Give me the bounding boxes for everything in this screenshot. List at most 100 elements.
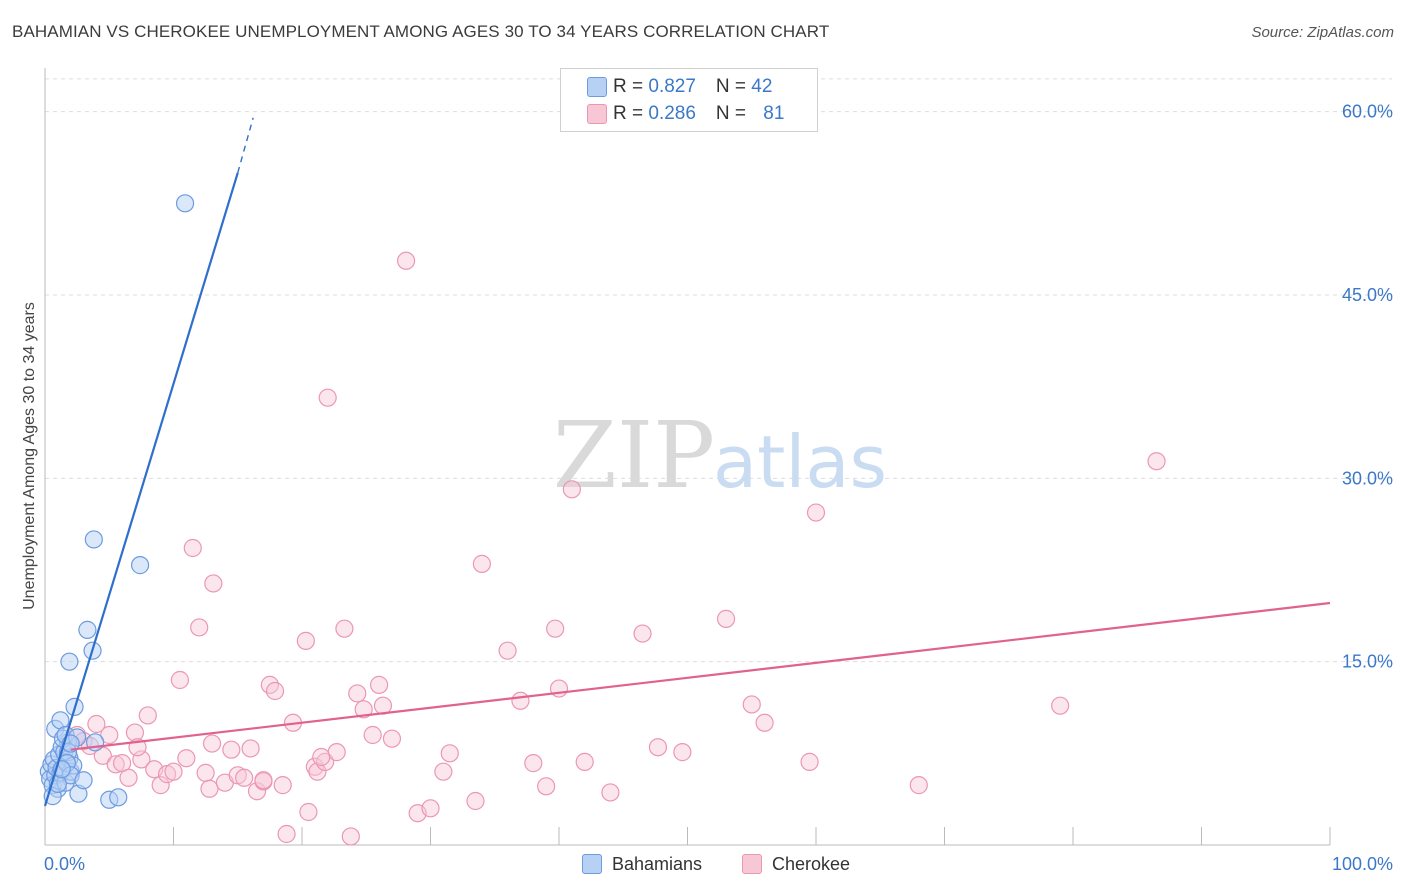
cherokee-point xyxy=(277,824,296,844)
cherokee-point xyxy=(93,746,112,765)
bahamian-point xyxy=(61,734,80,753)
cherokee-point xyxy=(106,755,125,774)
y-tick-label: 15.0% xyxy=(1342,652,1393,672)
y-tick-label: 60.0% xyxy=(1342,102,1393,122)
cherokee-point xyxy=(190,618,209,637)
cherokee-point xyxy=(524,754,543,773)
cherokee-point xyxy=(1051,696,1070,715)
legend-r-value: 0.827 xyxy=(648,76,696,97)
cherokee-point xyxy=(601,783,620,802)
bottom-legend-cherokee: Cherokee xyxy=(742,852,850,876)
source-credit: Source: ZipAtlas.com xyxy=(1251,24,1394,41)
cherokee-point xyxy=(755,713,774,732)
cherokee-point xyxy=(472,554,491,573)
cherokee-point xyxy=(312,747,331,767)
legend-n-value: 81 xyxy=(763,103,785,124)
cherokee-point xyxy=(308,762,327,781)
bahamian-point xyxy=(60,652,79,671)
bahamian-point xyxy=(130,556,150,575)
cherokee-point xyxy=(164,762,183,781)
cherokee-point xyxy=(354,700,373,719)
bottom-swatch-bahamians xyxy=(582,854,602,874)
legend-row-bahamians: R = 0.827 N = 42 xyxy=(587,75,773,99)
cherokee-point xyxy=(742,695,761,714)
cherokee-trendline xyxy=(70,601,1331,751)
cherokee-point xyxy=(421,799,440,818)
cherokee-point xyxy=(335,619,354,638)
cherokee-point xyxy=(800,752,819,771)
cherokee-point xyxy=(806,503,826,522)
bottom-legend-label: Cherokee xyxy=(772,853,851,874)
cherokee-point xyxy=(204,574,223,593)
bahamian-point xyxy=(175,194,195,213)
cherokee-point xyxy=(466,791,485,811)
bahamian-point xyxy=(109,788,128,807)
legend-swatch-bahamians xyxy=(587,77,607,97)
cherokee-point xyxy=(348,684,367,703)
cherokee-point xyxy=(382,729,402,748)
legend-r-label: R = xyxy=(613,76,649,97)
cherokee-point xyxy=(537,777,556,796)
legend-swatch-cherokee xyxy=(587,104,607,124)
cherokee-point xyxy=(511,691,530,710)
cherokee-point xyxy=(299,802,318,822)
cherokee-point xyxy=(125,723,145,742)
legend-r-value: 0.286 xyxy=(648,103,696,124)
bahamian-point xyxy=(84,530,103,549)
x-tick-label: 100.0% xyxy=(1332,854,1393,874)
legend-r-label: R = xyxy=(613,103,649,124)
bahamian-trendline-extension xyxy=(237,117,254,173)
cherokee-point xyxy=(265,681,285,701)
cherokee-point xyxy=(633,624,652,643)
cherokee-point xyxy=(100,725,119,745)
cherokee-point xyxy=(648,738,668,757)
cherokee-point xyxy=(151,776,170,795)
bottom-swatch-cherokee xyxy=(742,854,762,874)
cherokee-point xyxy=(498,641,517,660)
cherokee-point xyxy=(273,776,292,795)
legend-n-label: N = xyxy=(715,76,752,97)
cherokee-point xyxy=(546,619,565,638)
cherokee-point xyxy=(87,714,106,734)
cherokee-point xyxy=(318,388,337,407)
cherokee-point xyxy=(1147,452,1166,471)
cherokee-point xyxy=(396,251,416,270)
cherokee-point xyxy=(222,740,241,759)
bahamian-trendline xyxy=(43,172,239,807)
bottom-legend-label: Bahamians xyxy=(612,853,703,874)
axes xyxy=(44,68,1331,846)
cherokee-point xyxy=(673,743,692,762)
y-tick-label: 30.0% xyxy=(1342,468,1393,488)
cherokee-point xyxy=(341,827,360,846)
cherokee-point xyxy=(363,725,382,745)
correlation-legend: R = 0.827 N = 42 R = 0.286 N = 81 xyxy=(560,68,818,132)
gridlines xyxy=(45,78,1392,663)
cherokee-point xyxy=(200,779,219,798)
legend-row-cherokee: R = 0.286 N = 81 xyxy=(587,102,785,126)
cherokee-point xyxy=(183,538,202,558)
cherokee-point xyxy=(296,631,315,650)
cherokee-point xyxy=(370,675,389,694)
cherokee-point xyxy=(138,706,157,725)
cherokee-points xyxy=(68,251,1166,846)
legend-n-label: N = xyxy=(715,103,752,124)
cherokee-point xyxy=(434,762,453,781)
bottom-legend-bahamians: Bahamians xyxy=(582,852,702,876)
cherokee-point xyxy=(177,749,196,768)
bahamian-points xyxy=(39,194,195,809)
cherokee-point xyxy=(305,757,324,776)
chart-title: BAHAMIAN VS CHEROKEE UNEMPLOYMENT AMONG … xyxy=(12,22,830,41)
cherokee-point xyxy=(716,609,736,628)
x-tick-label: 0.0% xyxy=(44,854,85,874)
watermark: ZIP atlas xyxy=(553,402,887,509)
cherokee-point xyxy=(247,782,267,801)
cherokee-point xyxy=(235,768,254,787)
legend-n-value: 42 xyxy=(751,76,773,97)
bahamian-point xyxy=(78,620,97,639)
y-tick-label: 45.0% xyxy=(1342,285,1393,305)
cherokee-point xyxy=(119,768,138,787)
cherokee-point xyxy=(440,744,459,763)
cherokee-point xyxy=(202,734,222,753)
cherokee-point xyxy=(909,776,928,795)
